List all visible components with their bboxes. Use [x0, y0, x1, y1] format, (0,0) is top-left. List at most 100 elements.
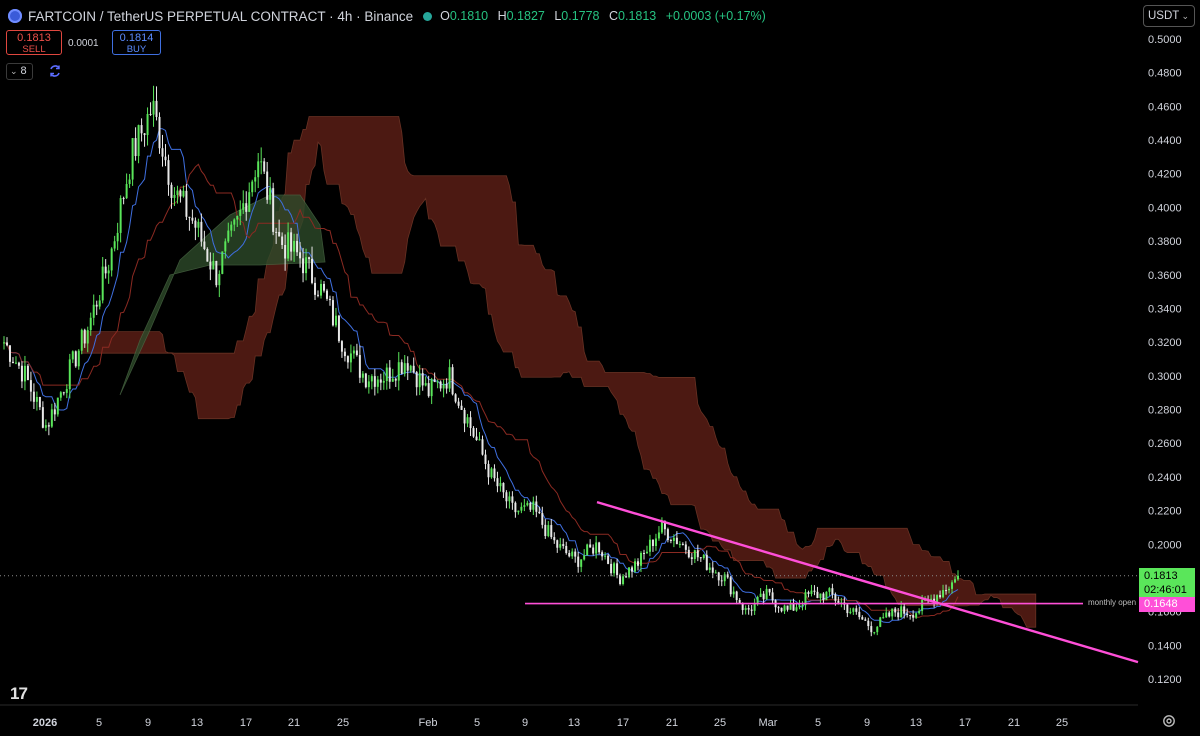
candle-body [406, 363, 409, 371]
candle-body [343, 351, 346, 357]
candle-body [472, 428, 475, 437]
candle-body [376, 379, 379, 387]
candle-body [322, 283, 325, 291]
candle-body [864, 619, 867, 621]
candle-body [538, 511, 541, 514]
candle-body [349, 353, 352, 363]
candle-body [948, 588, 951, 591]
candle-body [230, 224, 233, 231]
candle-body [212, 261, 215, 270]
time-tick-label: 9 [145, 717, 151, 729]
candle-body [355, 350, 358, 356]
candles [3, 85, 959, 637]
price-tick-label: 0.4200 [1148, 169, 1182, 181]
candle-body [675, 537, 678, 545]
candle-body [397, 362, 400, 381]
candle-body [481, 439, 484, 455]
candle-body [789, 603, 792, 610]
sell-price: 0.1813 [17, 32, 51, 44]
candle-body [224, 241, 227, 252]
gear-icon[interactable] [1162, 714, 1176, 728]
candle-body [846, 604, 849, 614]
candle-body [3, 342, 5, 344]
candle-body [493, 468, 496, 479]
candle-body [17, 362, 20, 366]
candle-body [311, 258, 314, 283]
candle-body [95, 304, 98, 307]
candle-body [170, 184, 173, 198]
candle-body [194, 220, 197, 228]
candle-body [101, 266, 104, 301]
candle-body [595, 542, 598, 554]
candle-body [696, 550, 699, 558]
ohlc-values: O0.1810 H0.1827 L0.1778 C0.1813 +0.0003 … [440, 9, 766, 23]
buy-button[interactable]: 0.1814 BUY [112, 30, 161, 55]
candle-body [699, 557, 702, 559]
candle-body [768, 588, 771, 593]
candle-body [233, 219, 236, 225]
candle-body [780, 607, 783, 612]
candle-body [50, 409, 53, 427]
time-tick-label: 13 [910, 717, 922, 729]
candle-body [110, 248, 113, 271]
candle-body [281, 236, 284, 245]
candle-body [583, 555, 586, 560]
candle-body [532, 501, 535, 510]
chevron-down-icon: ⌄ [1181, 11, 1189, 21]
candle-body [382, 380, 385, 383]
candle-body [505, 492, 508, 502]
candle-body [379, 379, 382, 383]
candle-body [657, 532, 660, 539]
candle-body [738, 599, 741, 604]
candle-body [415, 372, 418, 388]
buy-label: BUY [126, 44, 147, 55]
price-tick-label: 0.2400 [1148, 472, 1182, 484]
candle-body [299, 252, 302, 259]
candle-body [131, 138, 134, 180]
candle-body [442, 383, 445, 389]
candle-body [320, 283, 323, 296]
candle-body [173, 194, 176, 198]
candle-body [197, 221, 200, 228]
candle-body [430, 379, 433, 397]
candle-body [275, 231, 278, 233]
candle-body [98, 300, 101, 307]
candle-body [400, 362, 403, 374]
candle-body [798, 605, 801, 608]
candle-body [334, 315, 337, 326]
chart-header: FARTCOIN / TetherUS PERPETUAL CONTRACT ·… [8, 6, 766, 26]
candle-body [104, 266, 107, 274]
candle-body [80, 329, 83, 351]
candle-body [909, 615, 912, 617]
symbol-title[interactable]: FARTCOIN / TetherUS PERPETUAL CONTRACT ·… [28, 8, 414, 24]
candle-body [47, 425, 50, 427]
monthly-open-label: monthly open [1088, 598, 1137, 607]
candle-body [517, 510, 520, 513]
candle-body [32, 391, 35, 402]
candle-body [801, 605, 804, 607]
candle-body [918, 610, 921, 614]
tradingview-logo[interactable]: 17 [10, 684, 28, 703]
candle-body [454, 394, 457, 402]
candle-body [744, 607, 747, 611]
candle-body [164, 156, 167, 161]
price-tick-label: 0.1200 [1148, 674, 1182, 686]
candle-body [499, 483, 502, 487]
sell-button[interactable]: 0.1813 SELL [6, 30, 62, 55]
price-tick-label: 0.3400 [1148, 303, 1182, 315]
candle-body [158, 116, 161, 149]
indicators-toggle[interactable]: ⌄ 8 [6, 63, 33, 80]
candle-body [272, 188, 275, 232]
candle-body [487, 463, 490, 478]
candle-body [535, 501, 538, 512]
candle-body [702, 554, 705, 559]
currency-select[interactable]: USDT ⌄ [1143, 5, 1195, 27]
sync-icon[interactable] [48, 64, 62, 78]
candle-body [68, 359, 71, 390]
candle-body [598, 542, 601, 553]
close-label: C [609, 9, 619, 23]
candle-body [460, 405, 463, 410]
candle-body [508, 496, 511, 502]
candle-body [314, 282, 317, 295]
